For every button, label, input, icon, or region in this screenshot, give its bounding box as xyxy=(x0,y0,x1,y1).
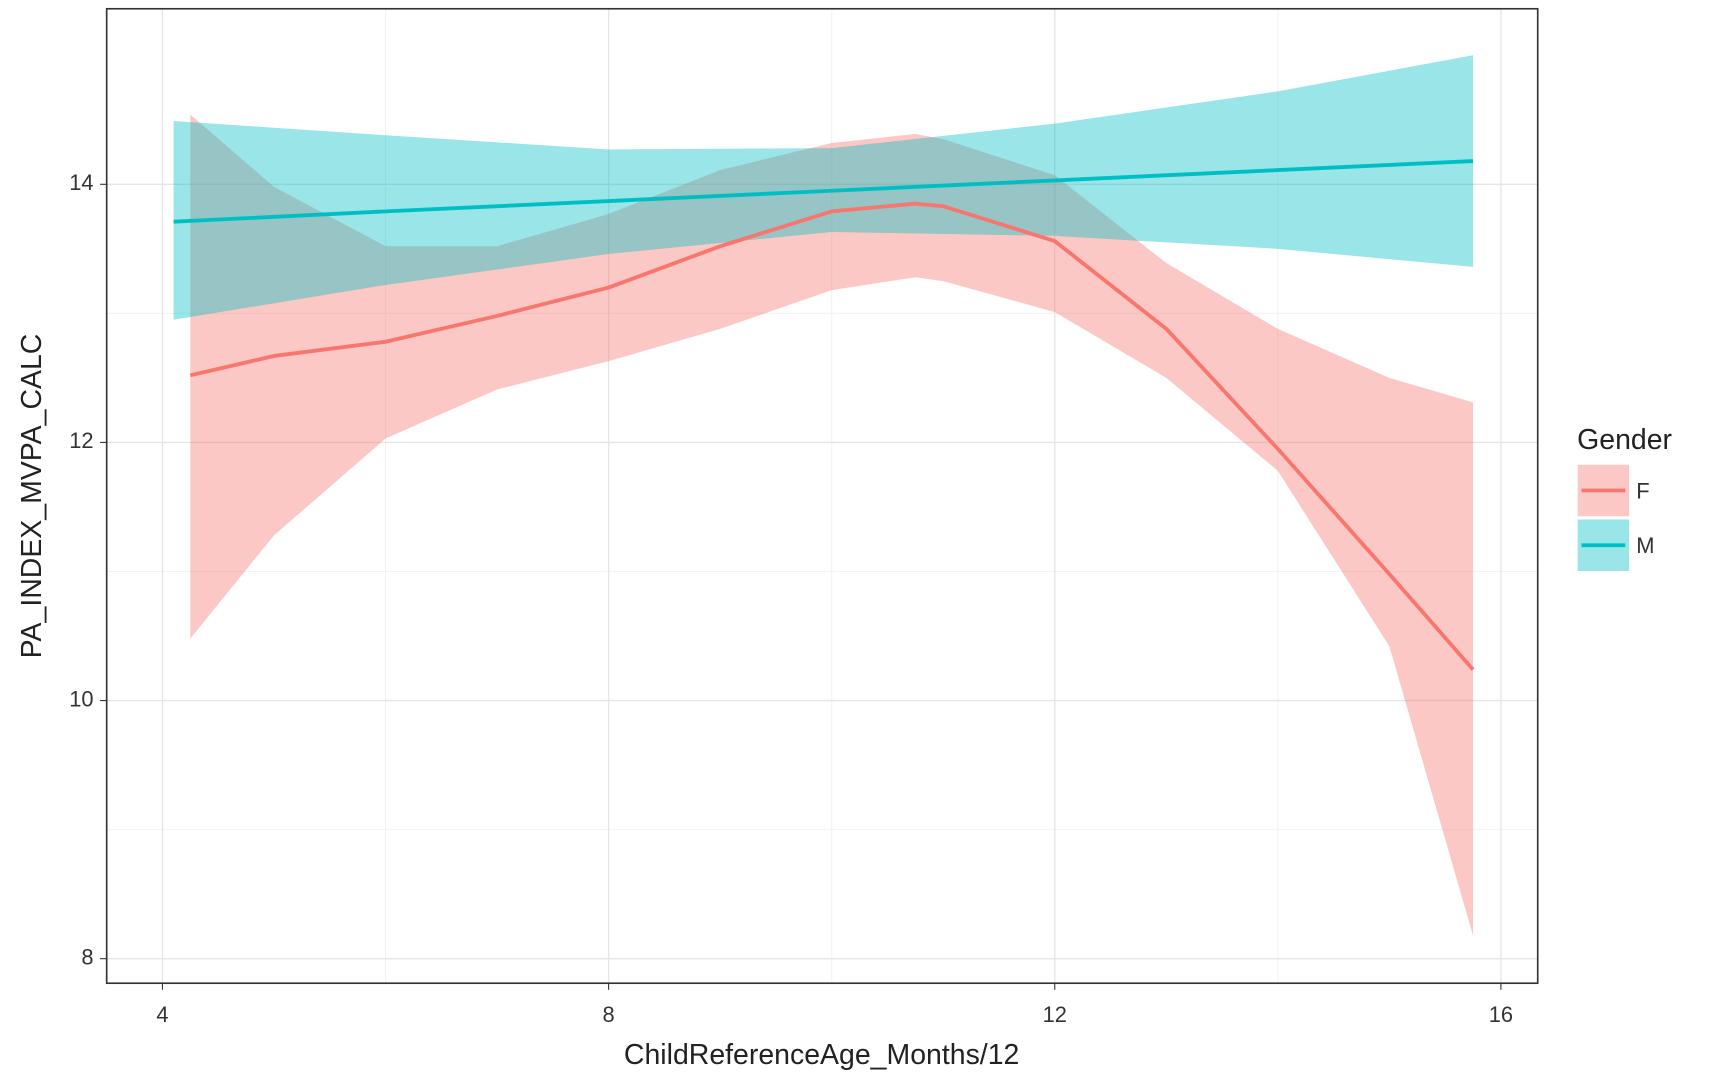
x-tick-label: 12 xyxy=(1043,1002,1067,1027)
y-tick-label: 14 xyxy=(69,170,93,195)
y-tick-label: 12 xyxy=(69,428,93,453)
confidence-band xyxy=(173,55,1474,320)
y-tick-label: 10 xyxy=(69,686,93,711)
y-axis-title: PA_INDEX_MVPA_CALC xyxy=(16,334,48,659)
legend-label: M xyxy=(1636,533,1654,558)
y-tick-label: 8 xyxy=(81,944,93,969)
x-axis-title: ChildReferenceAge_Months/12 xyxy=(624,1039,1019,1071)
trend-line xyxy=(189,201,1475,671)
x-tick-label: 16 xyxy=(1489,1002,1513,1027)
legend-label: F xyxy=(1636,478,1649,503)
panel-border xyxy=(105,7,1539,985)
trend-line xyxy=(173,159,1474,224)
x-tick-label: 8 xyxy=(603,1002,615,1027)
x-tick-label: 4 xyxy=(156,1002,168,1027)
legend-title: Gender xyxy=(1577,424,1672,456)
